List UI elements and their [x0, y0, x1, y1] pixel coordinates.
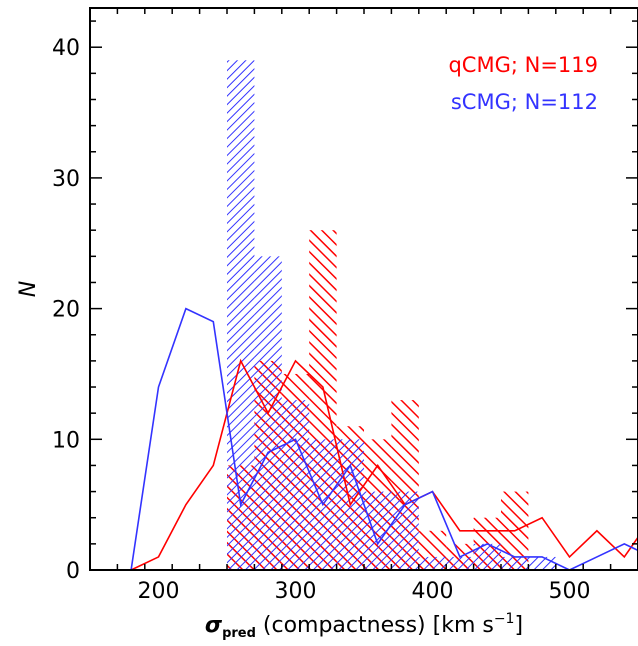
scmg-histogram-bar: [501, 556, 529, 570]
scmg-histogram-bar: [281, 400, 310, 570]
distribution-lines: [130, 307, 638, 570]
legend-entry-qcmg: qCMG; N=119: [448, 53, 598, 77]
y-tick-label: 40: [52, 36, 80, 61]
y-tick-label: 10: [52, 428, 80, 453]
x-axis-label-text: (compactness) [km s: [256, 613, 494, 638]
qcmg-distribution-line: [130, 358, 638, 570]
x-axis-label: σpred (compactness) [km s−1]: [205, 611, 523, 641]
scmg-histogram-bar: [418, 556, 447, 570]
x-tick-label: 500: [549, 579, 591, 604]
scmg-histogram-bar: [227, 60, 255, 570]
scmg-histogram-bar: [528, 556, 556, 570]
legend: qCMG; N=119 sCMG; N=112: [448, 53, 598, 114]
x-axis-label-symbol: σ: [205, 613, 223, 638]
x-axis-label-exponent: −1: [494, 611, 515, 627]
y-tick-label: 0: [66, 559, 80, 584]
scmg-histogram-bar: [446, 556, 474, 570]
x-tick-label: 200: [138, 579, 180, 604]
axis-ticks: [89, 8, 638, 571]
x-axis-label-close: ]: [514, 613, 523, 638]
axis-tick-labels: 200 300 400 500 0 10 20 30 40: [52, 36, 591, 604]
y-tick-label: 30: [52, 167, 80, 192]
y-axis-label: N: [16, 281, 41, 297]
x-tick-label: 400: [412, 579, 454, 604]
scmg-distribution-line: [130, 307, 638, 570]
x-axis-label-subscript: pred: [222, 626, 256, 641]
y-tick-label: 20: [52, 298, 80, 323]
x-tick-label: 300: [275, 579, 317, 604]
legend-entry-scmg: sCMG; N=112: [451, 90, 598, 114]
